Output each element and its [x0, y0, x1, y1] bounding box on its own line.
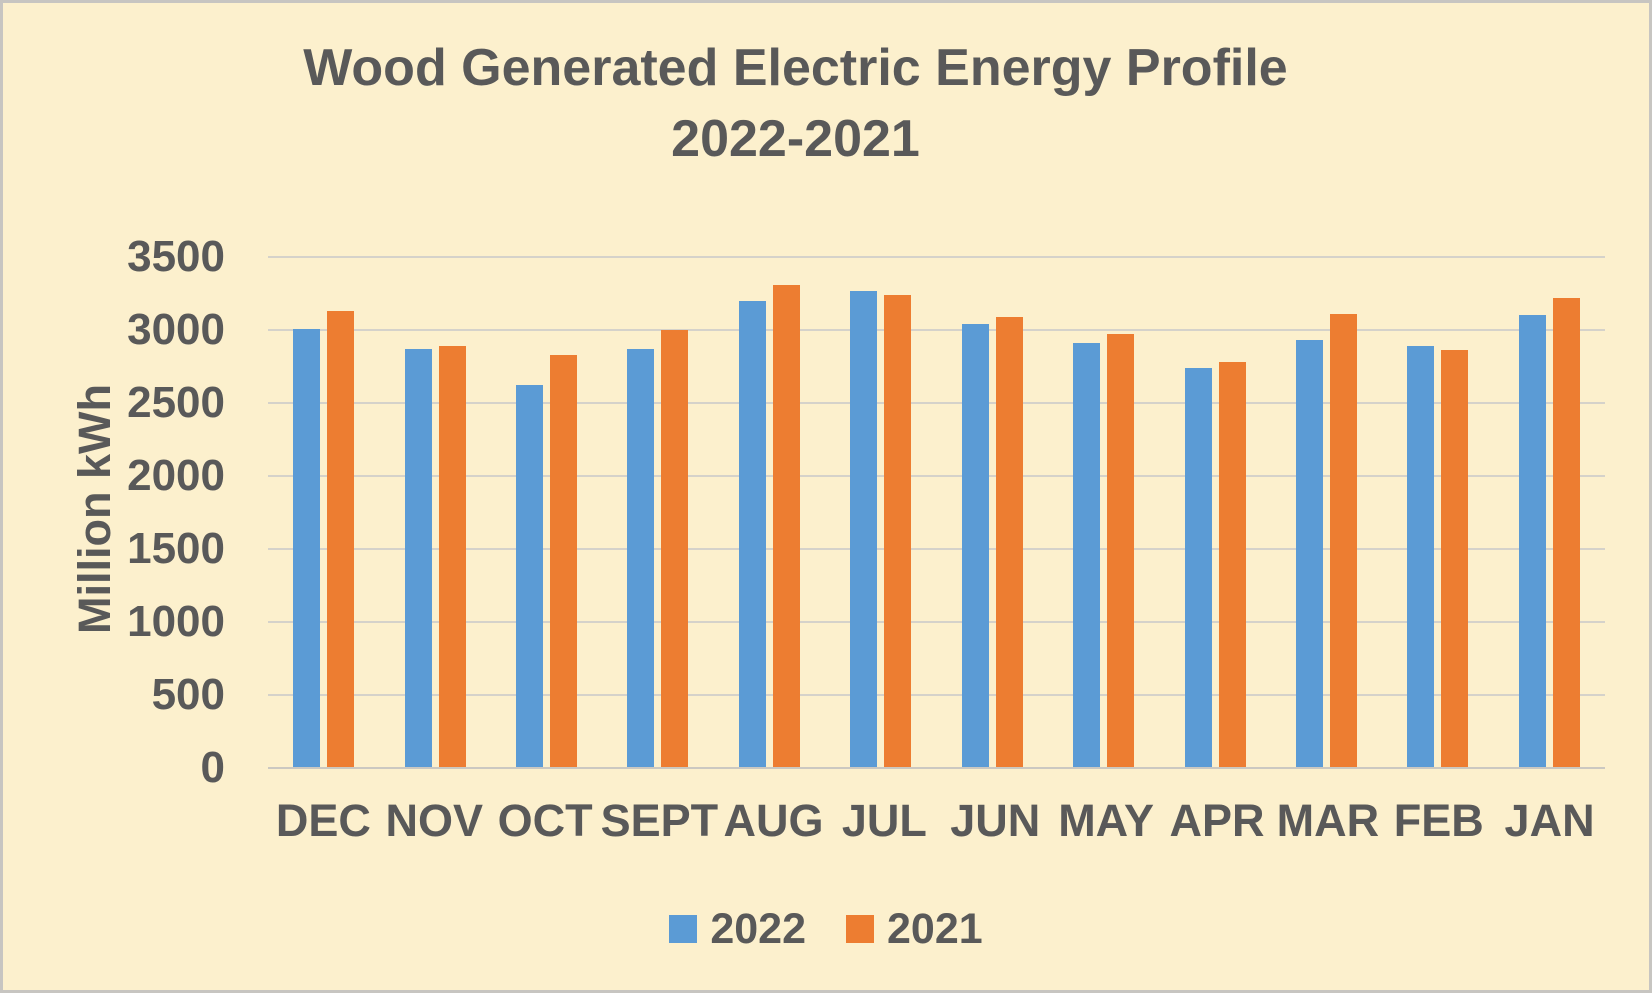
x-axis-label-dec: DEC: [275, 795, 371, 846]
bar-2022-nov: [404, 349, 432, 768]
legend: 2022 2021: [3, 901, 1649, 957]
bar-group-sept: [602, 257, 713, 768]
bar-2021-apr: [1218, 362, 1246, 768]
bar-2021-sept: [661, 330, 689, 768]
chart-title: Wood Generated Electric Energy Profile: [303, 39, 1288, 97]
bar-2022-jan: [1518, 315, 1546, 768]
bar-group-dec: [268, 257, 379, 768]
legend-item-2022: 2022: [669, 905, 806, 954]
bar-group-nov: [379, 257, 490, 768]
bar-2021-jan: [1552, 298, 1580, 768]
bar-2021-jul: [884, 295, 912, 768]
bar-group-jan: [1494, 257, 1605, 768]
x-axis-label-jul: JUL: [841, 795, 927, 846]
bar-group-feb: [1382, 257, 1493, 768]
bar-2021-dec: [327, 311, 355, 768]
y-tick-label-2000: 2000: [127, 451, 225, 500]
bar-group-jun: [937, 257, 1048, 768]
bar-2022-oct: [516, 385, 544, 768]
bar-group-jul: [825, 257, 936, 768]
bar-2022-sept: [627, 349, 655, 768]
x-axis-label-jan: JAN: [1504, 795, 1595, 846]
bar-2022-jul: [850, 291, 878, 768]
bar-2022-apr: [1184, 368, 1212, 768]
x-axis-label-oct: OCT: [497, 795, 593, 846]
chart-subtitle: 2022-2021: [671, 110, 920, 168]
bar-2022-dec: [293, 329, 321, 768]
x-axis-label-nov: NOV: [385, 795, 484, 846]
gridline-3500: [268, 256, 1605, 258]
legend-label-2022: 2022: [710, 904, 806, 953]
y-tick-label-500: 500: [151, 670, 225, 719]
gridline-1000: [268, 621, 1605, 623]
gridline-0: [268, 767, 1605, 769]
gridline-1500: [268, 548, 1605, 550]
bar-2022-may: [1073, 343, 1101, 768]
bar-2022-aug: [738, 301, 766, 768]
x-axis-label-aug: AUG: [723, 795, 824, 846]
y-tick-label-2500: 2500: [127, 378, 225, 427]
legend-label-2021: 2021: [887, 904, 983, 953]
x-axis-label-mar: MAR: [1276, 795, 1380, 846]
bar-2021-aug: [772, 285, 800, 768]
bar-2021-nov: [438, 346, 466, 768]
bar-2022-jun: [961, 324, 989, 768]
y-tick-label-1000: 1000: [127, 597, 225, 646]
bar-2021-jun: [995, 317, 1023, 768]
chart-title-block: Wood Generated Electric Energy Profile 2…: [8, 33, 1583, 175]
bar-2021-mar: [1330, 314, 1357, 768]
bar-group-mar: [1271, 257, 1382, 768]
bar-group-may: [1048, 257, 1159, 768]
bar-2021-oct: [550, 355, 578, 768]
gridline-500: [268, 694, 1605, 696]
bar-2021-may: [1107, 334, 1135, 768]
legend-swatch-2022: [669, 915, 698, 943]
x-axis-label-sept: SEPT: [600, 795, 719, 846]
y-tick-label-3500: 3500: [127, 232, 225, 281]
legend-item-2021: 2021: [846, 905, 983, 954]
x-axis-label-apr: APR: [1169, 795, 1265, 846]
bar-2022-mar: [1296, 340, 1323, 768]
gridline-2000: [268, 475, 1605, 477]
y-tick-label-1500: 1500: [127, 524, 225, 573]
gridline-2500: [268, 402, 1605, 404]
x-axis-labels: DEC NOV OCT SEPT AUG JUL JUN MAY APR MAR FEB JAN: [268, 795, 1605, 847]
x-axis-label-jun: JUN: [950, 795, 1041, 846]
y-tick-label-3000: 3000: [127, 305, 225, 354]
legend-swatch-2021: [846, 915, 874, 943]
bar-2022-feb: [1407, 346, 1435, 768]
bar-2021-feb: [1441, 350, 1469, 768]
bar-group-apr: [1159, 257, 1270, 768]
y-tick-label-0: 0: [200, 743, 225, 792]
plot-area: [268, 256, 1605, 769]
gridline-3000: [268, 329, 1605, 331]
x-axis-label-feb: FEB: [1393, 795, 1484, 846]
x-axis-label-may: MAY: [1058, 795, 1155, 846]
bar-group-aug: [714, 257, 825, 768]
bar-series-container: [268, 257, 1605, 768]
bar-group-oct: [491, 257, 602, 768]
